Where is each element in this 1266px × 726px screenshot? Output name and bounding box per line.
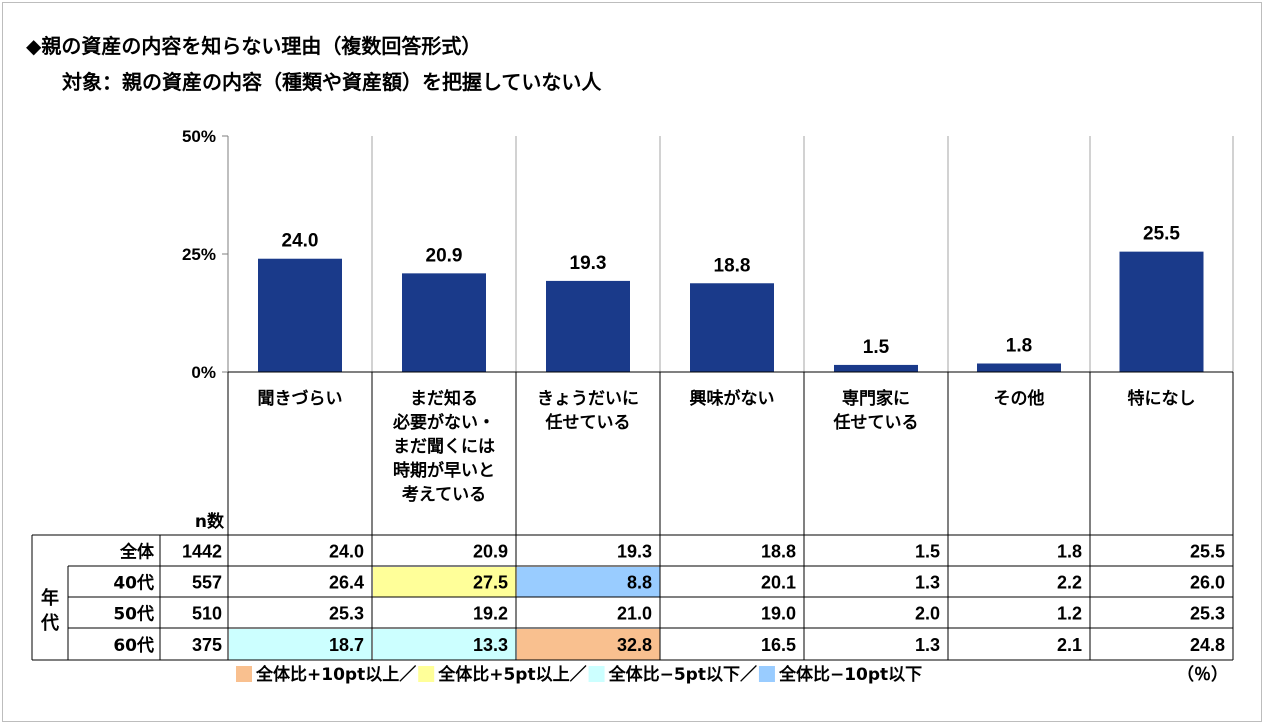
row-n: 375 <box>192 635 222 655</box>
category-label: 任せている <box>545 412 631 433</box>
table-cell: 18.7 <box>329 635 364 655</box>
legend-swatch <box>588 666 605 682</box>
table-cell: 1.8 <box>1057 542 1082 562</box>
bar-value-label: 1.8 <box>1006 336 1032 357</box>
highlight-cell <box>517 567 660 597</box>
bar <box>690 283 774 372</box>
row-label: 50代 <box>113 604 154 625</box>
y-tick-label: 50% <box>182 127 216 146</box>
legend-swatch <box>418 666 435 682</box>
legend-label: 全体比−10pt以下 <box>778 664 922 685</box>
legend-label: 全体比+5pt以上／ <box>437 664 586 685</box>
legend-swatch <box>236 666 252 682</box>
table-cell: 2.2 <box>1057 573 1082 593</box>
bar-value-label: 25.5 <box>1143 224 1180 245</box>
y-tick-label: 0% <box>191 363 216 382</box>
bar <box>402 273 486 372</box>
bar <box>546 280 630 372</box>
highlight-cell <box>373 567 516 597</box>
age-group-label: 年 <box>41 587 59 609</box>
table-cell: 19.0 <box>761 604 796 624</box>
table-cell: 2.1 <box>1057 635 1082 655</box>
category-label: 考えている <box>401 484 486 505</box>
table-cell: 26.0 <box>1190 573 1225 593</box>
table-cell: 25.5 <box>1190 542 1225 562</box>
highlight-cell <box>373 629 516 660</box>
bar-value-label: 18.8 <box>714 255 751 276</box>
bar <box>258 258 342 372</box>
table-cell: 1.2 <box>1057 604 1082 624</box>
table-cell: 18.8 <box>761 542 796 562</box>
bar <box>977 363 1061 372</box>
bar-value-label: 1.5 <box>863 337 890 358</box>
category-label: まだ知る <box>410 388 478 409</box>
table-cell: 24.0 <box>329 542 364 562</box>
table-cell: 19.2 <box>473 604 508 624</box>
category-label: 時期が早いと <box>393 460 495 481</box>
table-cell: 1.3 <box>915 635 940 655</box>
category-label: 任せている <box>833 412 919 433</box>
row-label: 40代 <box>113 573 154 594</box>
table-cell: 20.9 <box>473 542 508 562</box>
legend-label: 全体比−5pt以下／ <box>608 664 757 685</box>
category-label: 専門家に <box>842 388 910 409</box>
table-cell: 25.3 <box>329 604 364 624</box>
table-cell: 13.3 <box>473 635 508 655</box>
category-label: 聞きづらい <box>258 389 343 409</box>
row-n: 510 <box>192 604 222 624</box>
table-cell: 25.3 <box>1190 604 1225 624</box>
bar-value-label: 24.0 <box>282 231 319 252</box>
category-label: まだ聞くには <box>393 437 495 457</box>
table-cell: 32.8 <box>617 635 652 655</box>
table-cell: 21.0 <box>617 604 652 624</box>
table-cell: 20.1 <box>761 573 796 593</box>
row-n: 1442 <box>182 542 222 562</box>
table-cell: 19.3 <box>617 542 652 562</box>
table-cell: 24.8 <box>1190 635 1225 655</box>
table-cell: 1.5 <box>915 542 940 562</box>
y-tick-label: 25% <box>182 245 216 264</box>
row-label: 全体 <box>119 542 155 563</box>
table-cell: 8.8 <box>627 573 652 593</box>
bar-value-label: 20.9 <box>426 245 463 266</box>
category-label: 特になし <box>1128 388 1196 409</box>
table-cell: 16.5 <box>761 635 796 655</box>
row-n: 557 <box>192 573 222 593</box>
table-cell: 2.0 <box>915 604 940 624</box>
row-label: 60代 <box>113 635 154 656</box>
highlight-cell <box>517 629 660 660</box>
n-header: n数 <box>195 511 225 532</box>
table-cell: 1.3 <box>915 573 940 593</box>
legend-label: 全体比+10pt以上／ <box>255 664 416 685</box>
legend-swatch <box>758 666 775 682</box>
category-label: その他 <box>994 388 1045 409</box>
age-group-label: 代 <box>40 613 59 634</box>
highlight-cell <box>229 629 372 660</box>
bar <box>1119 251 1204 372</box>
table-cell: 26.4 <box>329 573 364 593</box>
chart-subtitle: 対象：親の資産の内容（種類や資産額）を把握していない人 <box>62 70 602 94</box>
category-label: 興味がない <box>690 388 775 409</box>
bar <box>834 364 918 372</box>
category-label: 必要がない・ <box>392 412 495 433</box>
bar-value-label: 19.3 <box>570 253 607 274</box>
unit-label: （％） <box>1177 664 1228 685</box>
category-label: きょうだいに <box>537 389 639 409</box>
table-cell: 27.5 <box>473 573 508 593</box>
chart-title: ◆親の資産の内容を知らない理由（複数回答形式） <box>26 34 482 58</box>
